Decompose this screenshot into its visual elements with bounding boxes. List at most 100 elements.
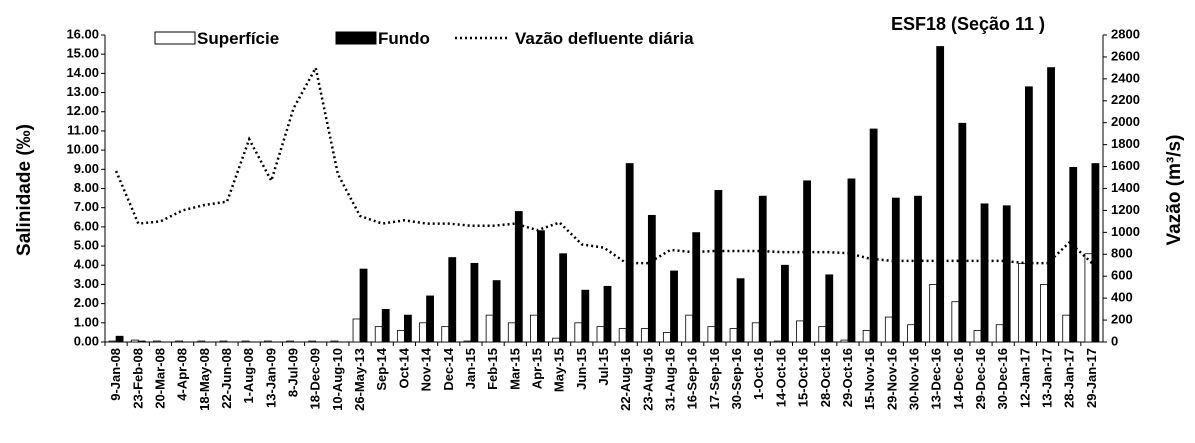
x-tick-label: 30-Dec-16 [995,348,1010,409]
x-tick-label: 1-Oct-16 [751,348,766,400]
bar [463,340,472,343]
bar [847,178,856,343]
bar [530,314,538,343]
bar [330,340,339,343]
x-tick-label: 9-Jan-08 [108,348,123,401]
bar [670,270,678,343]
x-tick-label: Feb-15 [485,348,500,390]
bar [485,314,494,343]
x-tick-label: 13-Jan-09 [263,348,278,408]
y2-tick-label: 2000 [1111,114,1140,129]
bar [640,328,649,343]
x-tick-label: 29-Oct-16 [840,348,855,407]
x-tick-label: Sep-14 [374,347,389,390]
x-tick-label: Mar-15 [507,348,522,390]
bar [803,180,811,343]
bar [685,314,694,343]
bar [108,340,117,343]
bar [1047,67,1055,343]
x-tick-label: 26-May-13 [352,348,367,411]
y-tick-label: 11.00 [67,122,99,137]
bar [286,340,294,343]
bar [774,340,782,343]
bar [707,326,716,343]
bar [980,203,989,343]
x-tick-label: 8-Jul-09 [286,348,301,397]
bar [359,268,368,343]
bar [884,316,893,343]
bar [175,340,184,343]
y2-tick-label: 2200 [1111,92,1140,107]
bar [492,280,501,343]
x-tick-label: 29-Nov-16 [884,348,899,410]
bar [729,328,738,343]
bar [625,163,634,343]
bar [308,340,317,343]
y-tick-label: 12.00 [66,103,99,118]
x-tick-label: 23-Aug-16 [640,348,655,411]
bar [929,284,938,343]
bar [647,214,656,343]
y2-tick-label: 200 [1111,312,1133,327]
bar [1091,163,1100,343]
x-tick-label: 30-Sep-16 [729,348,744,409]
bar [559,253,568,343]
y2-tick-label: 2400 [1111,70,1140,85]
bar [840,339,849,343]
x-tick-label: Nov-14 [419,347,434,391]
bar [381,308,390,343]
x-tick-label: 30-Nov-16 [906,348,921,410]
bar [403,314,412,343]
x-tick-label: 14-Oct-16 [773,348,788,407]
bar [618,328,627,343]
x-tick-label: 22-Jun-08 [219,348,234,409]
x-tick-label: 1-Aug-08 [241,348,256,404]
bar [426,295,434,343]
bar [197,340,206,343]
y-tick-label: 14.00 [66,65,99,80]
bar [581,289,590,343]
bar [1017,262,1026,343]
bar [869,128,878,343]
y-tick-label: 0.00 [74,333,99,348]
x-tick-label: Apr-15 [529,348,544,389]
y-tick-label: 8.00 [74,180,99,195]
x-tick-label: 16-Sep-16 [685,348,700,409]
bar [1062,314,1071,343]
x-tick-label: 13-Dec-16 [929,348,944,409]
x-tick-label: 23-Feb-08 [130,348,145,409]
x-tick-label: 4-Apr-08 [175,348,190,401]
bar [907,324,915,343]
bar [796,320,804,343]
bar [825,274,834,343]
x-tick-label: 13-Jan-17 [1040,348,1055,408]
legend-swatch [335,31,377,45]
y2-tick-label: 400 [1111,290,1133,305]
bar [219,340,228,343]
y-tick-label: 15.00 [66,46,99,61]
bar [537,230,545,343]
y-tick-label: 6.00 [74,218,99,233]
x-tick-label: 28-Oct-16 [818,348,833,407]
x-tick-label: 17-Sep-16 [707,348,722,409]
x-tick-label: 12-Jan-17 [1017,348,1032,408]
bar [396,330,405,343]
bar [692,232,701,343]
x-tick-label: 31-Aug-16 [663,348,678,411]
y-tick-label: 13.00 [66,84,99,99]
bar [241,340,250,343]
y-axis-label: Salinidade (‰) [14,124,35,256]
y2-axis-label: Vazão (m³/s) [1164,135,1185,246]
bar [1040,284,1048,343]
bar [263,340,272,343]
bar [514,211,523,343]
y-tick-label: 16.00 [66,26,99,41]
bar [596,326,605,343]
bar [951,301,960,343]
y-tick-label: 10.00 [66,142,99,157]
bar [936,46,945,343]
bar [781,264,789,343]
bar [995,324,1004,343]
bar [441,326,450,343]
